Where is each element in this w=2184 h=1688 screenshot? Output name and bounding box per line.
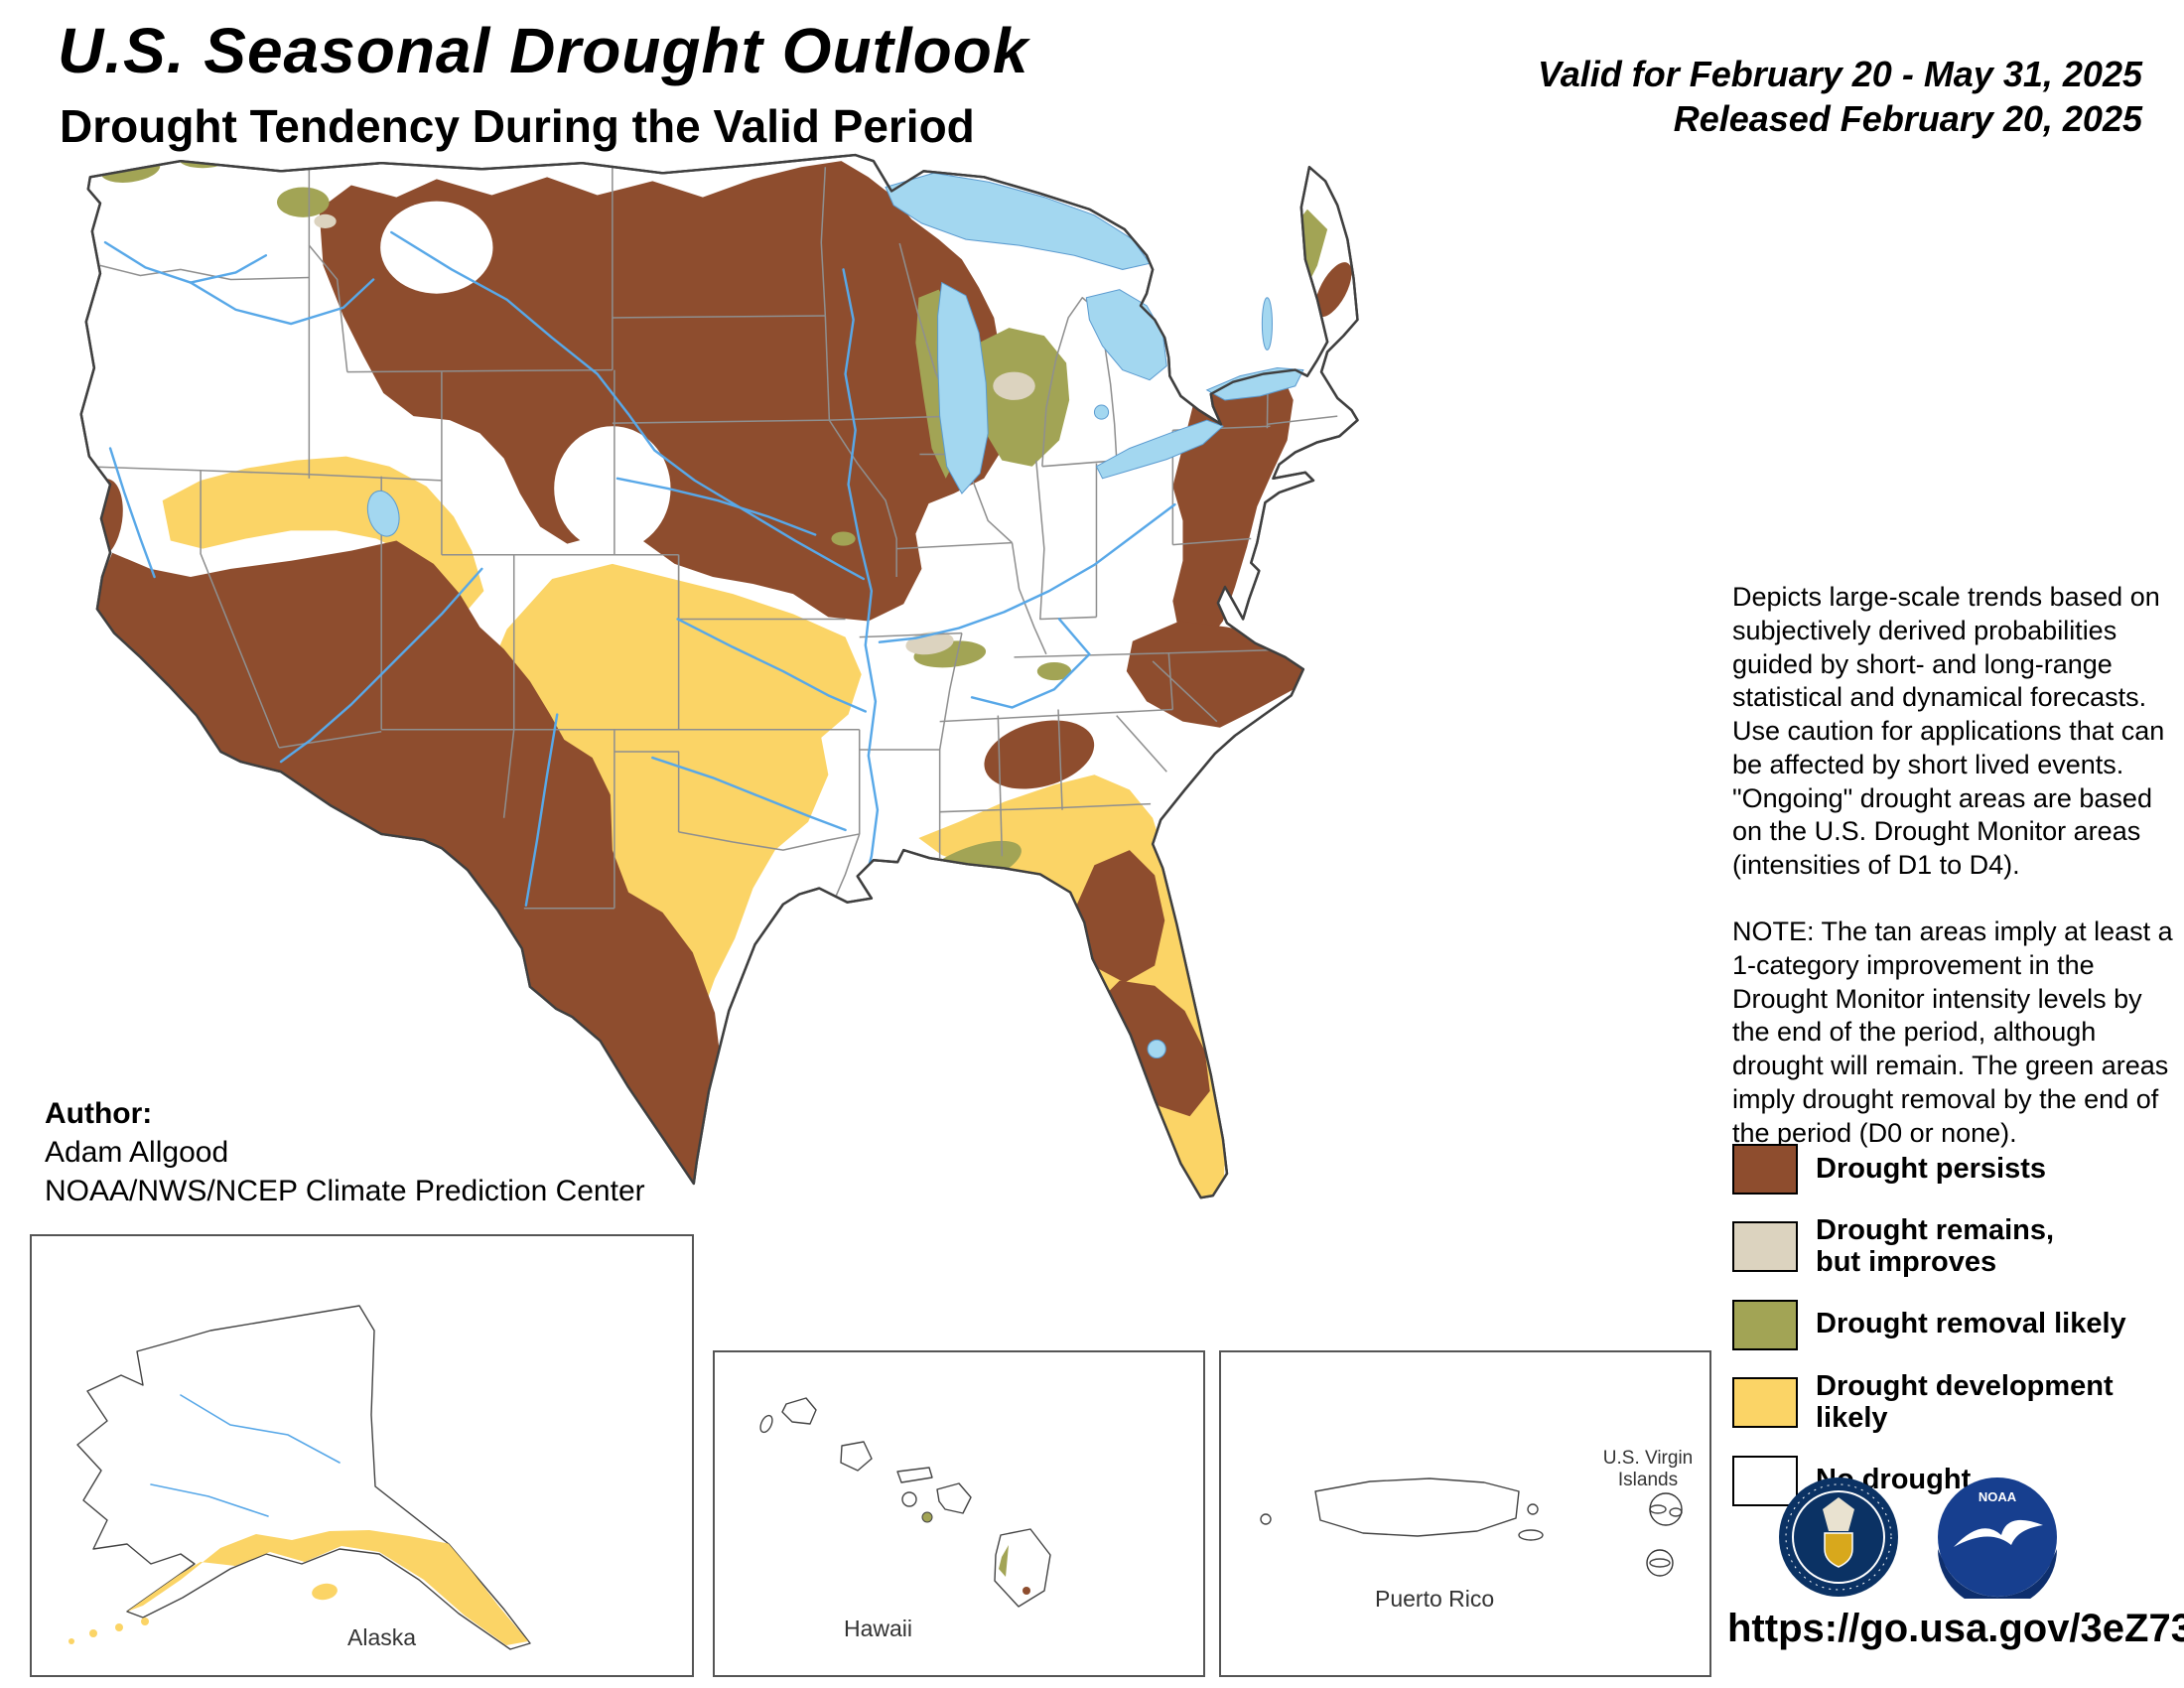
lanai-island <box>901 1491 917 1507</box>
persists-maine-coast <box>1314 262 1352 318</box>
st-thomas-island <box>1649 1504 1667 1514</box>
author-name: Adam Allgood <box>45 1136 229 1169</box>
page-title: U.S. Seasonal Drought Outlook <box>58 15 1029 86</box>
usvi-label-line1: U.S. Virgin <box>1603 1448 1693 1469</box>
department-of-commerce-seal <box>1779 1477 1898 1597</box>
legend: Drought persists Drought remains, but im… <box>1732 1144 2184 1506</box>
kodiak-island <box>312 1583 338 1601</box>
hawaii-inset: Hawaii <box>713 1350 1205 1677</box>
st-croix-island <box>1649 1558 1671 1568</box>
lake-okeechobee <box>1147 1039 1166 1059</box>
hawaii-label: Hawaii <box>844 1616 912 1641</box>
conus-outline <box>79 153 1359 1199</box>
lake-ontario <box>1205 367 1304 401</box>
puerto-rico-island <box>1314 1477 1520 1537</box>
virgin-islands-group <box>1646 1492 1683 1577</box>
author-label: Author: <box>45 1097 153 1130</box>
usvi-annotation-circle-north <box>1649 1492 1683 1526</box>
doc-shield-shape <box>1824 1532 1853 1568</box>
persists-georgia-alabama <box>984 720 1095 789</box>
removal-iowa <box>831 531 856 546</box>
development-great-basin-band <box>162 456 484 612</box>
vieques-island <box>1518 1529 1544 1541</box>
valid-period-text: Valid for February 20 - May 31, 2025 <box>1538 54 2142 94</box>
doc-eagle-shape <box>1823 1497 1854 1531</box>
usvi-label-line2: Islands <box>1618 1470 1678 1490</box>
aleutian-island-3 <box>68 1638 74 1644</box>
great-salt-lake <box>366 490 400 537</box>
big-island <box>994 1528 1051 1608</box>
noaa-logo-text: NOAA <box>1979 1489 2017 1504</box>
hawaii-islands <box>759 1397 1051 1608</box>
improves-michigan <box>993 371 1035 400</box>
agency-logos: NOAA <box>1777 1476 2059 1599</box>
removal-montana <box>276 187 330 217</box>
released-date-text: Released February 20, 2025 <box>1673 98 2142 139</box>
author-block: Author: Adam Allgood NOAA/NWS/NCEP Clima… <box>45 1094 645 1210</box>
no-drought-colorado-nebraska <box>554 426 671 551</box>
maui-island <box>936 1482 972 1514</box>
legend-label-improves: Drought remains, but improves <box>1816 1214 2055 1278</box>
alaska-inset: Alaska <box>30 1234 694 1677</box>
legend-swatch-improves <box>1732 1221 1798 1273</box>
legend-item-removal: Drought removal likely <box>1732 1299 2184 1350</box>
legend-item-development: Drought development likely <box>1732 1369 2184 1435</box>
legend-label-persists: Drought persists <box>1816 1152 2047 1185</box>
legend-label-development: Drought development likely <box>1816 1369 2114 1434</box>
aleutian-island-4 <box>141 1618 149 1625</box>
shortlink-url[interactable]: https://go.usa.gov/3eZ73 <box>1727 1607 2184 1650</box>
lake-st-clair <box>1093 404 1110 420</box>
description-paragraph: Depicts large-scale trends based on subj… <box>1732 582 2165 880</box>
author-org: NOAA/NWS/NCEP Climate Prediction Center <box>45 1175 645 1207</box>
puerto-rico-inset: U.S. Virgin Islands Puerto Rico <box>1219 1350 1711 1677</box>
mona-island <box>1260 1513 1272 1525</box>
big-island-persists-spot <box>1023 1587 1030 1595</box>
puerto-rico-label: Puerto Rico <box>1375 1586 1494 1612</box>
usvi-annotation-circle-south <box>1646 1549 1674 1577</box>
legend-swatch-persists <box>1732 1144 1798 1195</box>
lake-champlain <box>1261 297 1273 351</box>
lake-erie <box>1095 419 1224 480</box>
aleutian-island-1 <box>89 1629 97 1637</box>
aleutian-island-2 <box>115 1623 123 1631</box>
alaska-development-region <box>68 1530 528 1645</box>
persists-central-florida <box>1074 850 1165 983</box>
removal-kentucky <box>1036 661 1072 681</box>
no-drought-holes <box>380 201 671 551</box>
legend-swatch-removal <box>1732 1299 1798 1350</box>
legend-item-improves: Drought remains, but improves <box>1732 1214 2184 1279</box>
noaa-seagull-shape <box>1954 1519 2043 1547</box>
no-drought-montana <box>380 201 493 294</box>
rivers <box>103 230 1176 907</box>
lakes <box>366 172 1304 1059</box>
legend-item-persists: Drought persists <box>1732 1144 2184 1195</box>
lake-michigan <box>937 281 989 494</box>
culebra-island <box>1527 1503 1539 1515</box>
alaska-label: Alaska <box>347 1624 416 1650</box>
alaska-rivers <box>150 1394 341 1517</box>
lake-superior <box>885 172 1151 270</box>
improves-montana <box>314 213 337 228</box>
valid-period-block: Valid for February 20 - May 31, 2025 Rel… <box>1538 52 2142 141</box>
drought-persists-regions <box>319 161 1007 622</box>
big-island-removal-patch <box>999 1545 1009 1577</box>
legend-swatch-development <box>1732 1377 1798 1429</box>
oahu-island <box>840 1441 873 1472</box>
niihau-island <box>759 1414 773 1434</box>
page-subtitle: Drought Tendency During the Valid Period <box>60 100 975 152</box>
alaska-south-coast-yellow <box>127 1530 528 1645</box>
persists-northern-plains <box>319 161 1007 622</box>
conus-map <box>79 153 1359 1199</box>
persists-southwest <box>96 540 722 1182</box>
molokai-island <box>896 1467 933 1483</box>
kauai-island <box>781 1397 817 1425</box>
persists-northeast-corridor <box>1172 269 1294 647</box>
kahoolawe-island <box>921 1511 933 1523</box>
legend-label-removal: Drought removal likely <box>1816 1308 2126 1340</box>
note-paragraph: NOTE: The tan areas imply at least a 1-c… <box>1732 916 2173 1148</box>
legend-swatch-no-drought <box>1732 1455 1798 1506</box>
noaa-logo: NOAA <box>1938 1477 2057 1599</box>
